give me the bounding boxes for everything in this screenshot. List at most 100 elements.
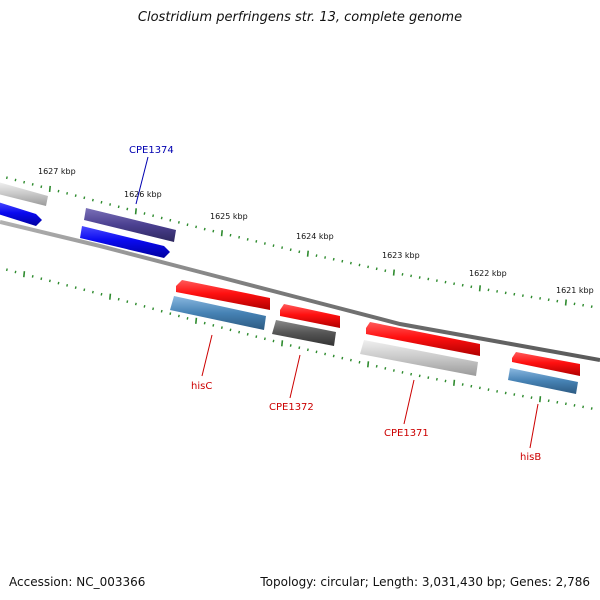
minor-tick (186, 317, 189, 320)
minor-tick (496, 290, 499, 293)
gene-label-cpe1372-group: CPE1372 (269, 354, 314, 413)
scale-label: 1624 kbp (296, 232, 334, 241)
minor-tick (220, 326, 223, 329)
minor-tick (521, 294, 524, 297)
map-title: Clostridium perfringens str. 13, complet… (137, 10, 463, 25)
minor-tick (246, 238, 249, 241)
minor-tick (160, 309, 163, 313)
minor-tick (496, 390, 499, 393)
minor-tick (341, 259, 344, 263)
minor-tick (169, 312, 172, 315)
gene-label-cpe1374[interactable]: CPE1374 (129, 145, 174, 156)
minor-tick (384, 269, 387, 273)
scale-label: 1621 kbp (556, 286, 594, 295)
cds-arrow-cpe1374 (80, 226, 170, 258)
minor-tick (40, 185, 43, 189)
minor-tick (238, 330, 241, 334)
minor-tick (435, 279, 438, 282)
accession-text: Accession: NC_003366 (9, 575, 146, 589)
minor-tick (324, 352, 327, 356)
minor-tick (203, 321, 206, 325)
minor-tick (487, 388, 490, 391)
minor-tick (272, 244, 275, 247)
leader-line (529, 403, 539, 449)
leader-line (289, 354, 301, 399)
minor-tick (126, 300, 129, 303)
cds-arrow-hisc (176, 280, 270, 310)
minor-tick (143, 305, 146, 308)
gene-label-hisc[interactable]: hisC (191, 381, 212, 392)
gene-label-hisb[interactable]: hisB (520, 452, 541, 463)
scale-label: 1626 kbp (124, 190, 162, 199)
minor-tick (556, 400, 559, 404)
major-tick (539, 396, 542, 403)
minor-tick (23, 180, 26, 184)
cds-arrow-cpe1371 (366, 322, 480, 356)
minor-tick (160, 216, 163, 220)
minor-tick (117, 297, 120, 301)
leader-line (201, 334, 213, 377)
minor-tick (375, 267, 378, 271)
major-tick (281, 340, 284, 347)
minor-tick (289, 248, 292, 252)
minor-tick (358, 263, 361, 267)
minor-tick (513, 393, 516, 396)
minor-tick (14, 178, 17, 182)
minor-tick (487, 288, 490, 292)
minor-tick (272, 339, 275, 343)
minor-tick (74, 194, 77, 197)
minor-tick (573, 404, 576, 407)
gene-label-cpe1371[interactable]: CPE1371 (384, 428, 429, 439)
gene-label-hisb-group: hisB (520, 403, 541, 463)
scale-label: 1625 kbp (210, 212, 248, 221)
minor-tick (74, 286, 77, 289)
minor-tick (367, 265, 370, 269)
minor-tick (152, 214, 155, 218)
minor-tick (263, 337, 266, 341)
minor-tick (504, 291, 507, 295)
hit-block-cpe1371 (360, 340, 478, 376)
major-tick (134, 208, 137, 215)
minor-tick (324, 256, 327, 259)
minor-tick (375, 364, 378, 368)
minor-tick (109, 203, 112, 206)
minor-tick (203, 227, 206, 231)
scale-labels: 1627 kbp 1626 kbp 1625 kbp 1624 kbp 1623… (38, 167, 594, 295)
hit-block-hisb (508, 368, 578, 394)
major-tick (392, 269, 395, 276)
cds-arrow-cpe1372 (280, 304, 340, 328)
minor-tick (504, 391, 507, 395)
minor-tick (349, 358, 352, 362)
minor-tick (530, 295, 533, 299)
minor-tick (66, 192, 69, 195)
minor-tick (177, 221, 180, 224)
minor-tick (427, 277, 430, 281)
minor-tick (418, 374, 421, 378)
minor-tick (212, 229, 215, 233)
minor-tick (341, 356, 344, 360)
minor-tick (57, 281, 60, 285)
major-tick (109, 293, 112, 300)
major-tick (306, 250, 309, 257)
minor-tick (117, 205, 120, 209)
minor-tick (582, 303, 585, 307)
minor-tick (478, 386, 481, 390)
minor-tick (427, 376, 430, 379)
genome-backbone (0, 220, 600, 362)
minor-tick (410, 372, 413, 376)
minor-tick (315, 350, 318, 354)
minor-tick (384, 367, 387, 370)
minor-tick (435, 377, 438, 381)
scale-label: 1627 kbp (38, 167, 76, 176)
minor-tick (5, 176, 8, 180)
genome-summary-text: Topology: circular; Length: 3,031,430 bp… (260, 575, 590, 589)
minor-tick (100, 292, 103, 296)
gene-label-cpe1372[interactable]: CPE1372 (269, 402, 314, 413)
major-tick (48, 185, 51, 192)
minor-tick (57, 189, 60, 193)
major-tick (220, 230, 223, 237)
minor-tick (255, 240, 258, 243)
minor-tick (186, 223, 189, 227)
minor-tick (195, 225, 198, 229)
minor-tick (461, 383, 464, 386)
